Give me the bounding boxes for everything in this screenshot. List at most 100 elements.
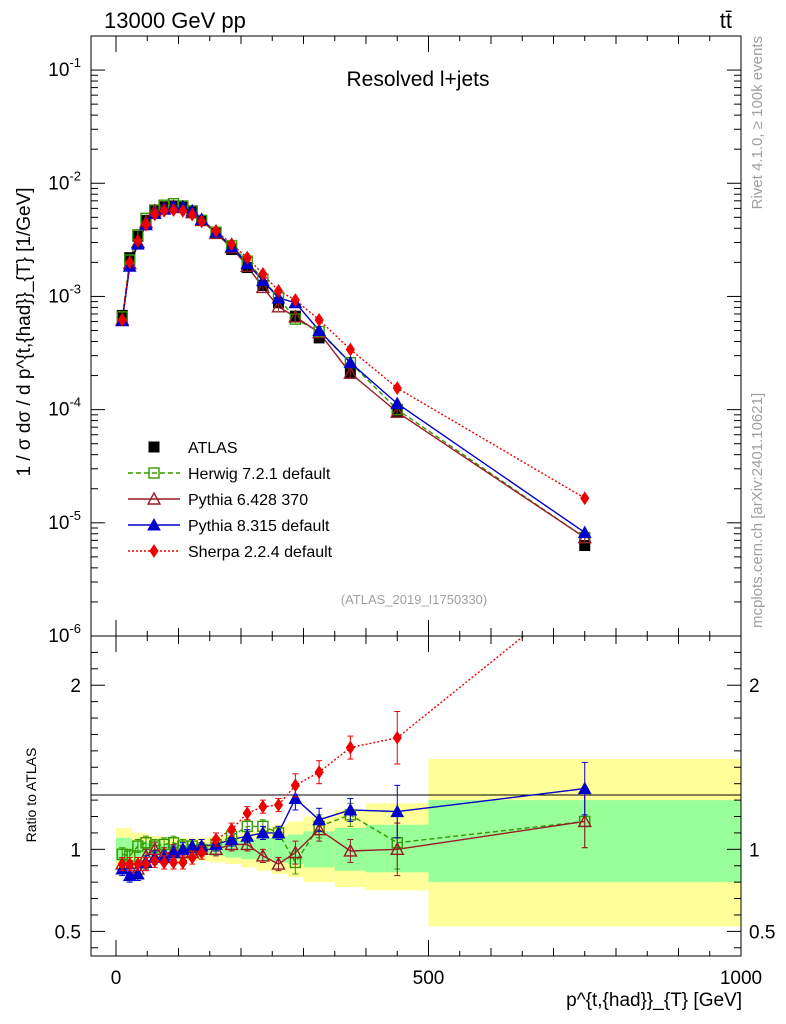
ratio-sherpa-2-2-4-default-point xyxy=(197,845,207,860)
sherpa-2-2-4-default-point xyxy=(197,214,207,229)
ratio-sherpa-2-2-4-default-point xyxy=(273,798,284,812)
ratio-pythia-8-315-default-point xyxy=(343,802,358,816)
ratio-sherpa-2-2-4-default-point xyxy=(392,730,402,745)
sherpa-2-2-4-default-point xyxy=(125,255,135,270)
ratio-pythia-8-315-default-point xyxy=(390,804,405,818)
pythia-8-315-default-point xyxy=(312,323,326,337)
ratio-pythia-6-428-370-point xyxy=(343,843,358,857)
ratio-sherpa-2-2-4-default-point xyxy=(345,740,355,755)
sherpa-2-2-4-default-point xyxy=(242,250,252,265)
ratio-pythia-8-315-default-point xyxy=(577,781,592,795)
analysis-id: (ATLAS_2019_I1750330) xyxy=(341,592,487,607)
sherpa-2-2-4-default-point xyxy=(168,203,179,217)
ratio-sherpa-2-2-4-default-point xyxy=(168,855,179,870)
ratio-pythia-6-428-370-point xyxy=(288,845,303,859)
main-y-axis-title: 1 / σ dσ / d p^{t,{had}}_{T} [1/GeV] xyxy=(14,187,35,476)
ratio-pythia-6-428-370-line xyxy=(122,820,585,870)
main-y-tick-label: 10-5 xyxy=(48,508,81,534)
pythia-8-315-default-point xyxy=(390,396,405,410)
ratio-pythia-8-315-default-point xyxy=(176,842,190,855)
ratio-sherpa-2-2-4-default-point xyxy=(141,857,151,872)
sherpa-2-2-4-default-point xyxy=(150,207,160,222)
stat-uncertainty-band xyxy=(272,836,288,863)
ratio-pythia-6-428-370-point xyxy=(271,856,286,870)
ratio-y-tick-label-right: 0.5 xyxy=(749,922,775,943)
legend-marker-atlas xyxy=(148,441,160,453)
legend-marker-sherpa-2-2-4-default xyxy=(149,544,159,558)
plot-subtitle: Resolved l+jets xyxy=(347,68,490,91)
ratio-pythia-8-315-default-point xyxy=(240,829,255,842)
ratio-sherpa-2-2-4-default-point xyxy=(117,857,127,872)
main-y-ticks: 10-6 10-5 10-4 10-3 10-2 10-1 xyxy=(48,35,741,647)
ratio-x-ticks: 0 500 1000 xyxy=(111,636,762,989)
legend-label: Pythia 6.428 370 xyxy=(188,492,308,509)
ratio-y-tick-label: 2 xyxy=(70,676,81,697)
ratio-pythia-6-428-370-point xyxy=(311,822,327,836)
mcplots-label: mcplots.cern.ch [arXiv:2401.10621] xyxy=(749,393,766,628)
ratio-sherpa-2-2-4-default-point xyxy=(150,853,160,868)
sherpa-2-2-4-default-point xyxy=(141,217,151,232)
rivet-label: Rivet 4.1.0, ≥ 100k events xyxy=(749,36,766,209)
legend: ATLAS Herwig 7.2.1 default Pythia 6.428 37… xyxy=(128,440,333,561)
sherpa-2-2-4-default-point xyxy=(580,491,590,506)
ratio-pythia-8-315-default-point xyxy=(271,825,286,839)
sherpa-2-2-4-default-point xyxy=(273,283,284,298)
ratio-y-ticks: 0.5 0.5 1 1 2 2 xyxy=(55,651,775,949)
ratio-sherpa-2-2-4-default-point xyxy=(211,832,221,847)
main-y-tick-label: 10-1 xyxy=(48,55,81,81)
ratio-sherpa-2-2-4-default-point xyxy=(227,822,237,837)
main-y-tick-label: 10-3 xyxy=(48,281,81,307)
x-tick-label: 0 xyxy=(111,968,122,989)
pythia-6-428-370-point xyxy=(288,309,303,323)
ratio-y-tick-label-right: 1 xyxy=(749,840,760,861)
main-y-tick-label: 10-4 xyxy=(48,395,81,421)
legend-label: Herwig 7.2.1 default xyxy=(188,466,331,483)
main-series-points xyxy=(115,197,592,552)
ratio-sherpa-2-2-4-default-point xyxy=(187,850,197,865)
main-y-tick-label: 10-2 xyxy=(48,168,81,194)
ratio-pythia-8-315-default-point xyxy=(224,832,239,845)
legend-marker-pythia-8-315-default xyxy=(147,517,161,531)
pythia-6-428-370-point xyxy=(255,280,271,294)
ratio-sherpa-2-2-4-default-point xyxy=(125,857,135,872)
ratio-pythia-8-315-default-point xyxy=(312,812,326,826)
ratio-pythia-6-428-370-point xyxy=(255,848,271,862)
pythia-6-428-370-point xyxy=(390,404,405,418)
ratio-pythia-8-315-default-point xyxy=(288,791,303,804)
sherpa-2-2-4-default-point xyxy=(258,267,268,281)
sherpa-2-2-4-default-point xyxy=(178,203,188,218)
legend-marker-herwig-7-2-1-default xyxy=(148,467,160,479)
pythia-8-315-default-point xyxy=(343,355,358,369)
ratio-sherpa-2-2-4-default-point xyxy=(258,799,268,814)
legend-label: Sherpa 2.2.4 default xyxy=(188,544,333,561)
ratio-sherpa-2-2-4-default-point xyxy=(133,857,143,872)
ratio-y-tick-label: 0.5 xyxy=(55,922,81,943)
x-tick-label: 500 xyxy=(413,968,445,989)
ratio-y-tick-label: 1 xyxy=(70,840,81,861)
legend-label: ATLAS xyxy=(188,440,238,457)
pythia-6-428-370-point xyxy=(271,299,286,313)
energy-label: 13000 GeV pp xyxy=(104,8,246,33)
sherpa-2-2-4-default-point xyxy=(211,223,221,238)
process-label: tt̄ xyxy=(720,8,732,33)
ratio-sherpa-2-2-4-default-point xyxy=(159,855,169,870)
ratio-pythia-6-428-370-point xyxy=(240,836,255,851)
x-axis-title: p^{t,{had}}_{T} [GeV] xyxy=(566,990,742,1011)
legend-marker-pythia-6-428-370 xyxy=(146,491,162,505)
ratio-panel: 0.5 0.5 1 1 2 2 0 500 1000 xyxy=(55,635,775,989)
sherpa-2-2-4-default-point xyxy=(117,313,127,327)
ratio-pythia-8-315-default-point xyxy=(256,825,270,839)
sherpa-2-2-4-default-point xyxy=(290,293,300,307)
ratio-y-axis-title: Ratio to ATLAS xyxy=(23,748,39,843)
pythia-6-428-370-point xyxy=(343,365,358,379)
ratio-pythia-6-428-370-point xyxy=(390,841,405,856)
ratio-sherpa-2-2-4-default-point xyxy=(178,855,188,870)
sherpa-2-2-4-default-point xyxy=(392,381,402,395)
ratio-pythia-8-315-default-point xyxy=(131,866,145,880)
pythia-8-315-default-point xyxy=(577,525,592,539)
sherpa-2-2-4-default-point xyxy=(159,203,169,218)
legend-label: Pythia 8.315 default xyxy=(188,518,330,535)
ratio-series-points xyxy=(115,710,592,883)
uncertainty-bands xyxy=(116,759,741,927)
